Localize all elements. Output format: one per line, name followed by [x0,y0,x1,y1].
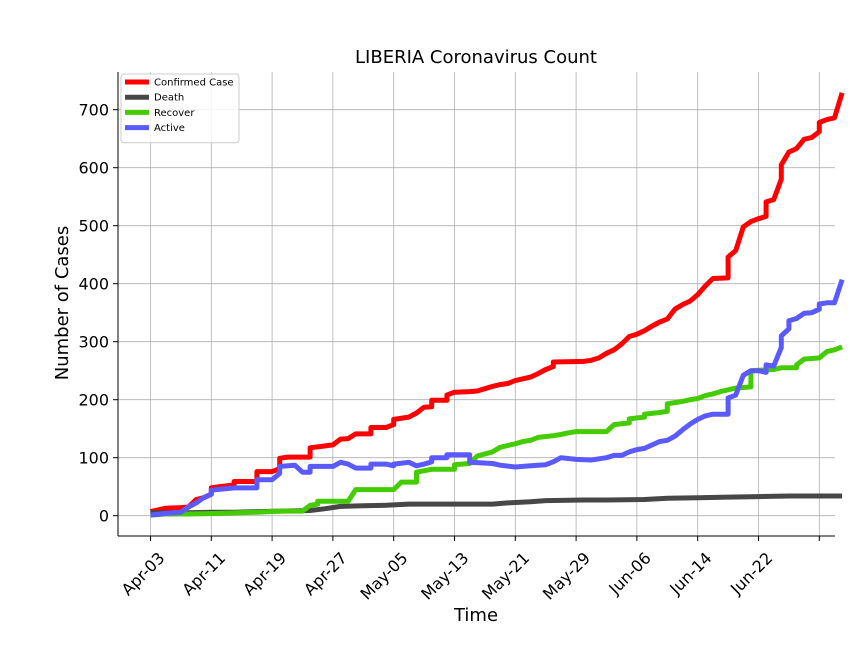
x-tick-label: Apr-27 [300,548,351,599]
ticks: Apr-03 Apr-11 Apr-19 Apr-27 May-05 May-13 May-… [78,101,820,604]
y-tick-label: 100 [78,449,109,468]
series-line-recover [150,344,843,518]
y-axis-label: Number of Cases [52,226,73,381]
series-group [149,92,845,518]
x-tick-label: May-05 [356,548,411,603]
y-tick-label: 400 [78,275,109,294]
x-tick-label: Apr-19 [239,548,290,599]
legend: Confirmed Case Death Recover Active [120,73,240,144]
x-tick-label: Jun-14 [665,548,715,598]
y-tick-label: 300 [78,333,109,352]
legend-label: Confirmed Case [154,78,234,89]
axes [117,72,835,537]
x-axis-label: Time [453,605,498,626]
x-tick-label: Apr-03 [118,548,169,599]
chart-title: LIBERIA Coronavirus Count [355,47,597,68]
y-tick-label: 500 [78,217,109,236]
x-tick-label: Jun-22 [726,548,776,598]
x-tick-label: May-13 [417,548,472,603]
y-tick-label: 200 [78,391,109,410]
x-tick-label: May-21 [478,548,533,603]
x-tick-label: Apr-11 [178,548,229,599]
series-line-active [150,278,845,518]
legend-label: Active [154,123,185,134]
x-tick-label: Jun-06 [604,548,654,598]
legend-label: Death [154,93,184,104]
y-tick-label: 700 [78,101,109,120]
x-tick-label: May-29 [539,548,594,603]
legend-box [120,73,240,144]
series-line-confirmed-case [149,92,845,515]
legend-label: Recover [154,108,195,119]
y-tick-label: 0 [99,507,109,526]
y-tick-label: 600 [78,159,109,178]
